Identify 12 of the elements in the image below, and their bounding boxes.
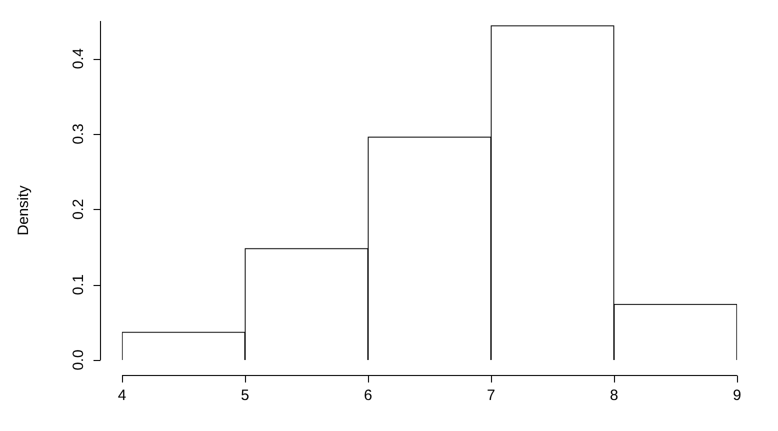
x-tick-label: 5 bbox=[240, 387, 250, 404]
x-tick-label: 8 bbox=[610, 387, 618, 404]
y-tick-label: 0.0 bbox=[70, 350, 88, 370]
y-tick-label: 0.2 bbox=[70, 198, 88, 220]
x-tick-label: 7 bbox=[486, 387, 496, 404]
y-tick-label: 0.1 bbox=[70, 274, 88, 296]
y-axis-title: Density bbox=[15, 185, 32, 236]
x-tick-label: 6 bbox=[364, 387, 372, 404]
y-tick-label: 0.4 bbox=[70, 48, 88, 70]
x-tick-label: 4 bbox=[118, 387, 126, 404]
x-tick-label: 9 bbox=[732, 387, 742, 404]
y-tick-label: 0.3 bbox=[70, 124, 88, 144]
